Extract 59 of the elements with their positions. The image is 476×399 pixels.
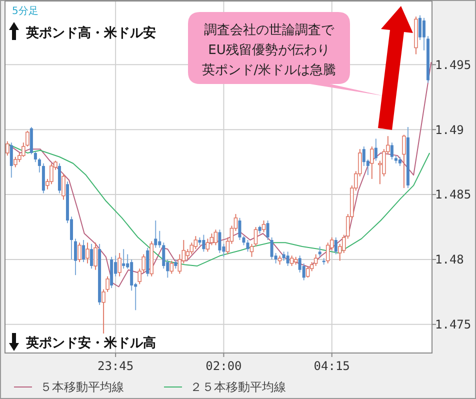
candlestick (118, 252, 122, 277)
candlestick (318, 246, 322, 258)
candlestick (266, 220, 270, 240)
y-tick-label: 1.48 (435, 252, 464, 267)
candlestick (130, 258, 134, 292)
legend-label: ５本移動平均線 (40, 380, 124, 394)
candlestick (94, 242, 98, 270)
candlestick (374, 138, 378, 162)
candlestick (162, 242, 166, 270)
candlestick (90, 243, 94, 270)
candlestick (390, 142, 394, 160)
candlestick (370, 146, 374, 180)
candlestick (194, 236, 198, 250)
annotation: 英ポンド/米ドルは急騰 (202, 63, 336, 78)
x-tick-label: 23:45 (97, 359, 134, 373)
candlestick (398, 156, 402, 166)
annotation: 調査会社の世論調査で (204, 23, 335, 38)
candlestick (62, 173, 66, 200)
candlestick (10, 142, 13, 178)
candlestick (122, 248, 126, 270)
candlestick (210, 233, 214, 246)
candlestick (154, 220, 158, 248)
candlestick (362, 146, 366, 166)
annotation: 英ポンド安・米ドル高 (25, 335, 156, 351)
annotation: 英ポンド高・米ドル安 (25, 25, 156, 41)
candlestick (334, 236, 338, 255)
candlestick (38, 158, 41, 173)
candlestick (306, 265, 310, 278)
candlestick (86, 242, 90, 264)
annotation: 5分足 (12, 5, 38, 17)
y-tick-label: 1.495 (435, 58, 472, 72)
candlestick (170, 260, 174, 274)
candlestick (202, 234, 206, 252)
annotation: EU残留優勢が伝わり (208, 43, 330, 58)
candlestick (218, 229, 222, 254)
y-tick-label: 1.49 (435, 122, 464, 137)
candlestick (246, 239, 250, 252)
candlestick (242, 236, 246, 246)
candlestick (34, 151, 37, 163)
candlestick (402, 134, 406, 189)
candlestick (174, 258, 178, 270)
candlestick (286, 251, 290, 266)
candlestick (78, 242, 82, 263)
candlestick (262, 220, 266, 233)
candlestick (238, 217, 242, 240)
candlestick (250, 243, 254, 258)
candlestick (146, 247, 150, 277)
candlestick (254, 226, 258, 247)
candlestick (14, 156, 18, 168)
legend-label: ２５本移動平均線 (190, 380, 286, 394)
candlestick (82, 239, 86, 263)
candlestick (270, 236, 274, 260)
x-tick-label: 04:15 (314, 359, 350, 373)
y-tick-label: 1.485 (435, 188, 472, 202)
candlestick (290, 255, 294, 266)
candlestick (214, 229, 218, 246)
x-tick-label: 02:00 (206, 359, 242, 373)
y-tick-label: 1.475 (435, 318, 472, 332)
candlestick (74, 238, 77, 276)
